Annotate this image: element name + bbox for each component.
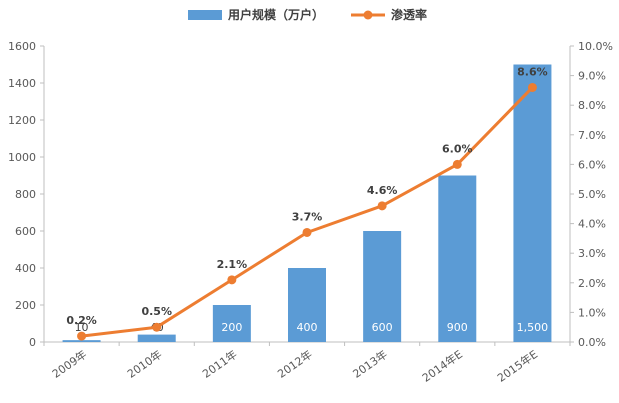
y-left-tick-label: 0 <box>29 336 36 349</box>
y-left-tick-label: 1000 <box>8 151 36 164</box>
bar-value-label: 400 <box>297 321 318 334</box>
x-tick-label: 2013年 <box>350 347 390 381</box>
y-left-tick-label: 400 <box>15 262 36 275</box>
line-value-label: 0.2% <box>66 314 97 327</box>
legend-bar-swatch <box>188 10 222 20</box>
y-right-tick-label: 3.0% <box>578 247 606 260</box>
x-tick-label: 2009年 <box>49 347 89 381</box>
y-left-tick-label: 1200 <box>8 114 36 127</box>
y-right-tick-label: 10.0% <box>578 40 613 53</box>
line-point <box>227 275 237 285</box>
line-value-label: 6.0% <box>442 142 473 155</box>
y-left-tick-label: 1400 <box>8 77 36 90</box>
bar-value-label: 600 <box>372 321 393 334</box>
line-point <box>377 201 387 211</box>
legend-bar-label: 用户规模（万户） <box>227 7 324 22</box>
legend-line-marker <box>363 10 373 20</box>
y-right-tick-label: 9.0% <box>578 70 606 83</box>
y-right-tick-label: 5.0% <box>578 188 606 201</box>
y-right-tick-label: 6.0% <box>578 158 606 171</box>
line-point <box>527 82 537 92</box>
bar <box>62 340 101 342</box>
x-tick-label: 2012年 <box>275 347 315 381</box>
line-point <box>77 331 87 341</box>
y-right-tick-label: 1.0% <box>578 306 606 319</box>
y-left-tick-label: 800 <box>15 188 36 201</box>
bar <box>137 334 176 342</box>
y-left-tick-label: 600 <box>15 225 36 238</box>
line-point <box>452 159 462 169</box>
y-right-tick-label: 2.0% <box>578 277 606 290</box>
y-right-tick-label: 8.0% <box>578 99 606 112</box>
legend-line-label: 渗透率 <box>391 7 427 22</box>
line-value-label: 3.7% <box>292 210 323 223</box>
bar <box>513 64 552 342</box>
bar-value-label: 10 <box>75 321 89 334</box>
line-value-label: 8.6% <box>517 65 548 78</box>
bar-value-label: 1,500 <box>517 321 549 334</box>
line-point <box>152 322 162 332</box>
x-tick-label: 2015年E <box>494 347 540 385</box>
y-right-tick-label: 4.0% <box>578 218 606 231</box>
y-right-tick-label: 0.0% <box>578 336 606 349</box>
x-tick-label: 2011年 <box>200 347 240 381</box>
line-value-label: 0.5% <box>141 305 172 318</box>
line-point <box>302 227 312 237</box>
bar <box>363 231 402 342</box>
bar <box>288 268 326 342</box>
y-right-tick-label: 7.0% <box>578 129 606 142</box>
line-value-label: 4.6% <box>367 184 398 197</box>
y-left-tick-label: 1600 <box>8 40 36 53</box>
x-tick-label: 2010年 <box>124 347 164 381</box>
bar-value-label: 900 <box>447 321 468 334</box>
y-left-tick-label: 200 <box>15 299 36 312</box>
line-value-label: 2.1% <box>217 258 248 271</box>
x-tick-label: 2014年E <box>419 347 465 385</box>
bar <box>438 175 477 342</box>
bar <box>212 305 251 342</box>
bar-value-label: 200 <box>221 321 242 334</box>
